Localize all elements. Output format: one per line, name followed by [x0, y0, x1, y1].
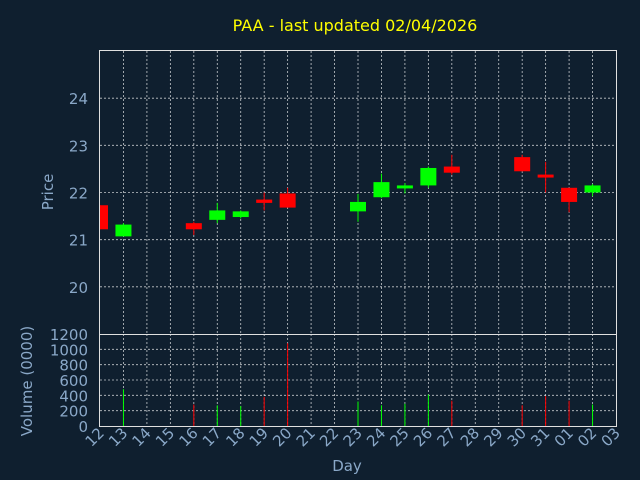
volume-tick-label: 200	[59, 403, 88, 421]
x-tick-label: 28	[457, 424, 483, 450]
x-tick-label: 19	[246, 424, 272, 450]
volume-panel-frame	[99, 334, 617, 427]
x-tick-label: 31	[527, 424, 553, 450]
x-tick-label: 24	[363, 424, 389, 450]
price-tick-label: 21	[69, 232, 88, 250]
volume-tick-label: 400	[59, 387, 88, 405]
price-tick-label: 20	[69, 279, 88, 297]
candle-body	[115, 224, 132, 237]
candle-body	[561, 187, 578, 202]
price-axis-label: Price	[39, 174, 57, 211]
candle-body	[443, 166, 460, 173]
candle-body	[350, 201, 366, 212]
x-tick-label: 30	[504, 424, 530, 450]
candle-body	[185, 223, 202, 230]
candle-body	[232, 211, 249, 218]
x-tick-label: 03	[598, 424, 624, 450]
x-tick-label: 25	[387, 424, 413, 450]
price-tick-label: 23	[69, 137, 88, 155]
candle-body	[209, 210, 226, 220]
volume-bars	[122, 343, 594, 426]
volume-tick-label: 1200	[50, 326, 88, 344]
x-tick-label: 18	[222, 424, 248, 450]
candle-body	[279, 193, 296, 208]
candle-body	[256, 199, 273, 203]
candles	[99, 154, 601, 237]
x-tick-label: 01	[551, 424, 577, 450]
candle-body	[420, 167, 437, 186]
candle-body	[537, 174, 554, 178]
chart-title: PAA - last updated 02/04/2026	[233, 16, 478, 35]
x-tick-label: 26	[410, 424, 436, 450]
volume-tick-label: 1000	[50, 341, 88, 359]
x-tick-label: 02	[574, 424, 600, 450]
price-grid	[100, 51, 616, 334]
candle-body	[373, 182, 390, 198]
volume-axis-label: Volume (0000)	[18, 326, 36, 436]
x-axis: 1213141516171819202122232425262728293031…	[82, 424, 624, 450]
x-tick-label: 22	[316, 424, 342, 450]
volume-tick-label: 600	[59, 372, 88, 390]
candle-body	[584, 185, 601, 193]
candle-body	[100, 205, 108, 230]
x-tick-label: 29	[480, 424, 506, 450]
x-tick-label: 15	[152, 424, 178, 450]
x-tick-label: 13	[105, 424, 131, 450]
x-tick-label: 14	[129, 424, 155, 450]
x-axis-label: Day	[332, 457, 362, 475]
price-axis: 20 21 22 23 24	[69, 90, 88, 297]
volume-tick-label: 800	[59, 357, 88, 375]
price-tick-label: 22	[69, 185, 88, 203]
price-tick-label: 24	[69, 90, 88, 108]
x-tick-label: 21	[293, 424, 319, 450]
x-tick-label: 20	[269, 424, 295, 450]
x-tick-label: 17	[199, 424, 225, 450]
candle-body	[514, 157, 531, 172]
volume-tick-label: 0	[78, 418, 88, 436]
x-tick-label: 16	[175, 424, 201, 450]
candle-body	[396, 185, 413, 189]
x-tick-label: 23	[340, 424, 366, 450]
x-tick-label: 27	[433, 424, 459, 450]
